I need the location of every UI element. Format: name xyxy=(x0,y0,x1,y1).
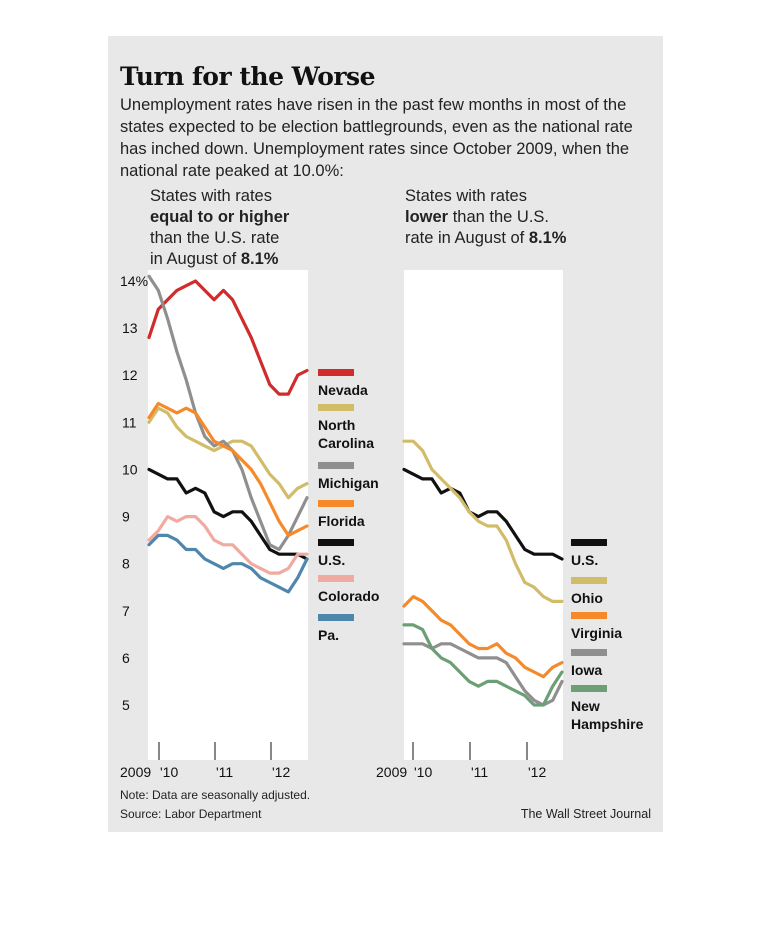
y-tick-label: 11 xyxy=(122,414,137,430)
series-line-colorado xyxy=(147,514,309,575)
right-panel-title: States with rates lower than the U.S. ra… xyxy=(405,186,566,249)
legend-swatch xyxy=(571,685,607,692)
credit-text: The Wall Street Journal xyxy=(520,807,651,821)
y-tick-label: 14% xyxy=(120,273,148,289)
right-title-line1: States with rates xyxy=(405,187,527,205)
right-title-rate: 8.1% xyxy=(528,229,567,247)
note-text: Note: Data are seasonally adjusted. xyxy=(120,788,311,802)
legend-swatch xyxy=(571,649,607,656)
series-line-north-carolina xyxy=(147,406,309,500)
y-tick-label: 13 xyxy=(122,320,138,336)
x-tick-label: 2009 xyxy=(120,764,151,780)
series-line-u-s- xyxy=(402,467,564,561)
y-tick-label: 12 xyxy=(122,367,138,383)
x-tick-label: '10 xyxy=(160,764,178,780)
legend-label: Iowa xyxy=(571,662,602,678)
chart-intro: Unemployment rates have risen in the pas… xyxy=(120,96,633,180)
legend-label: U.S. xyxy=(318,552,345,568)
y-tick-label: 5 xyxy=(122,697,130,713)
legend-label: Michigan xyxy=(318,475,379,491)
y-tick-label: 7 xyxy=(122,603,130,619)
left-title-line3: than the U.S. rate xyxy=(150,229,280,247)
right-title-line2: than the U.S. xyxy=(448,208,550,226)
series-line-virginia xyxy=(402,594,564,679)
series-line-u-s- xyxy=(147,467,309,561)
legend-label: U.S. xyxy=(571,552,598,568)
y-tick-label: 8 xyxy=(122,556,130,572)
legend-label: Carolina xyxy=(318,435,374,451)
legend-swatch xyxy=(318,369,354,376)
series-line-ohio xyxy=(402,439,564,604)
legend-swatch xyxy=(318,500,354,507)
series-line-nevada xyxy=(147,279,309,396)
x-tick-label: 2009 xyxy=(376,764,407,780)
legend-label: Nevada xyxy=(318,382,368,398)
x-tick-label: '10 xyxy=(414,764,432,780)
left-panel-title: States with rates equal to or higher tha… xyxy=(150,186,289,270)
left-title-line4: in August of xyxy=(150,250,241,268)
legend-label: Pa. xyxy=(318,627,339,643)
y-tick-label: 9 xyxy=(122,509,130,525)
legend-swatch xyxy=(318,462,354,469)
left-title-line2: equal to or higher xyxy=(150,208,290,226)
series-line-michigan xyxy=(147,274,309,552)
source-text: Source: Labor Department xyxy=(120,807,262,821)
chart-title: Turn for the Worse xyxy=(120,62,376,91)
legend-swatch xyxy=(318,404,354,411)
legend-label: Virginia xyxy=(571,625,622,641)
legend-swatch xyxy=(571,539,607,546)
series-line-pa- xyxy=(147,533,309,594)
x-tick-label: '12 xyxy=(528,764,546,780)
legend-label: New xyxy=(571,698,600,714)
left-title-rate: 8.1% xyxy=(240,250,279,268)
legend-label: Colorado xyxy=(318,588,379,604)
legend-swatch xyxy=(318,614,354,621)
legend-swatch xyxy=(318,539,354,546)
legend-label: Florida xyxy=(318,513,365,529)
legend-swatch xyxy=(318,575,354,582)
y-tick-label: 10 xyxy=(122,461,138,477)
y-tick-label: 6 xyxy=(122,650,130,666)
legend-label: Ohio xyxy=(571,590,603,606)
legend-label: North xyxy=(318,417,355,433)
x-tick-label: '12 xyxy=(272,764,290,780)
legend-swatch xyxy=(571,612,607,619)
right-title-line3: rate in August of xyxy=(405,229,529,247)
x-tick-label: '11 xyxy=(216,764,233,780)
series-line-new-hampshire xyxy=(402,623,564,707)
right-title-lower: lower xyxy=(405,208,449,226)
series-line-florida xyxy=(147,401,309,538)
legend-swatch xyxy=(571,577,607,584)
x-tick-label: '11 xyxy=(471,764,488,780)
left-title-line1: States with rates xyxy=(150,187,272,205)
legend-label: Hampshire xyxy=(571,716,644,732)
